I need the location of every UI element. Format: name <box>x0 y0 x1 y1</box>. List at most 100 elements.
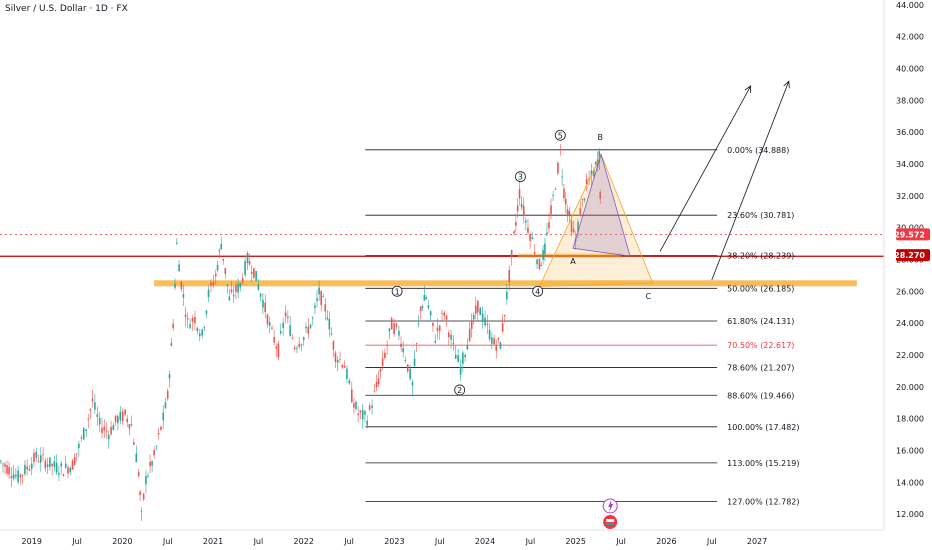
candle-body <box>583 198 586 201</box>
candle-body <box>305 326 307 329</box>
x-tick-label: Jul <box>343 537 354 546</box>
candle-body <box>336 360 339 363</box>
candle-body <box>466 344 469 350</box>
candle-body <box>15 474 17 477</box>
candle-body <box>170 342 173 346</box>
candle-body <box>546 232 548 235</box>
candle-body <box>314 305 316 308</box>
candle-body <box>203 327 206 329</box>
candle-body <box>462 352 464 364</box>
candle-body <box>232 295 235 297</box>
candle-body <box>198 333 201 337</box>
x-tick-label: Jul <box>525 537 536 546</box>
candle-body <box>289 325 291 337</box>
fib-level-label: 88.60% (19.466) <box>727 391 794 400</box>
candle-body <box>501 323 504 332</box>
candle-body <box>6 465 8 474</box>
price-label-badge: 29.572 <box>894 228 930 241</box>
candle-body <box>364 411 366 415</box>
candle-body <box>42 454 44 456</box>
candle-body <box>235 285 237 292</box>
candle-body <box>366 420 368 426</box>
candle-body <box>419 306 422 312</box>
candle-body <box>361 410 364 420</box>
y-tick-label: 14.000 <box>896 478 924 487</box>
candle-body <box>443 312 446 316</box>
candle-body <box>332 341 335 350</box>
candle-body <box>513 231 515 234</box>
candle-body <box>126 418 129 423</box>
candle-body <box>479 307 482 316</box>
candle-body <box>85 429 87 432</box>
candle-body <box>525 220 527 223</box>
candle-body <box>343 365 346 368</box>
candle-body <box>216 264 219 271</box>
y-tick-label: 32.000 <box>896 192 924 201</box>
y-tick-label: 44.000 <box>896 1 924 10</box>
candle-body <box>266 314 269 325</box>
candle-body <box>357 413 359 416</box>
candle-body <box>531 237 534 239</box>
candle-body <box>599 192 602 199</box>
candle-body <box>194 316 196 324</box>
y-tick-label: 26.000 <box>896 287 924 296</box>
candle-body <box>324 304 327 312</box>
candle-body <box>257 284 260 290</box>
candle-body <box>409 369 411 379</box>
y-tick-label: 42.000 <box>896 33 924 42</box>
candle-body <box>415 343 418 344</box>
candle-body <box>381 358 384 366</box>
candle-body <box>457 355 459 362</box>
candle-body <box>239 283 242 288</box>
candle-body <box>307 326 310 334</box>
candle-body <box>572 228 575 233</box>
candle-body <box>497 337 500 340</box>
candle-body <box>302 337 305 340</box>
candle-body <box>296 348 298 349</box>
candle-body <box>353 403 355 408</box>
candle-body <box>474 305 477 314</box>
candle-body <box>518 189 521 199</box>
candle-body <box>60 463 62 467</box>
candle-body <box>579 208 582 217</box>
candle-body <box>429 311 432 316</box>
candle-body <box>176 242 178 244</box>
candle-body <box>114 415 117 422</box>
fib-level-label: 78.60% (21.207) <box>727 364 794 373</box>
candle-body <box>459 366 462 375</box>
candle-body <box>172 323 174 329</box>
candle-body <box>596 159 599 168</box>
candle-body <box>300 344 303 346</box>
candle-body <box>481 313 484 322</box>
candle-body <box>268 322 271 326</box>
candle-body <box>493 338 495 345</box>
candle-body <box>377 378 380 385</box>
candle-body <box>82 427 85 440</box>
x-tick-label: 2026 <box>656 537 676 546</box>
price-label-text: 29.572 <box>894 230 925 239</box>
candle-body <box>287 316 289 318</box>
x-tick-label: 2020 <box>112 537 132 546</box>
candle-body <box>49 457 51 468</box>
candle-body <box>538 259 541 269</box>
pattern-label: B <box>597 133 603 142</box>
candle-body <box>112 425 115 431</box>
fib-level-label: 100.00% (17.482) <box>727 423 799 432</box>
x-tick-label: 2023 <box>384 537 404 546</box>
projection-arrow <box>711 81 790 281</box>
candle-body <box>24 464 26 475</box>
candle-body <box>508 269 511 283</box>
candle-body <box>598 151 601 163</box>
candle-body <box>499 342 502 349</box>
candle-body <box>550 205 552 215</box>
candle-body <box>78 443 80 448</box>
candle-body <box>69 468 72 473</box>
x-tick-label: 2024 <box>475 537 495 546</box>
candle-body <box>393 323 395 335</box>
candle-body <box>222 258 225 261</box>
candle-body <box>142 493 145 500</box>
candle-body <box>21 474 24 476</box>
candle-body <box>312 317 314 319</box>
